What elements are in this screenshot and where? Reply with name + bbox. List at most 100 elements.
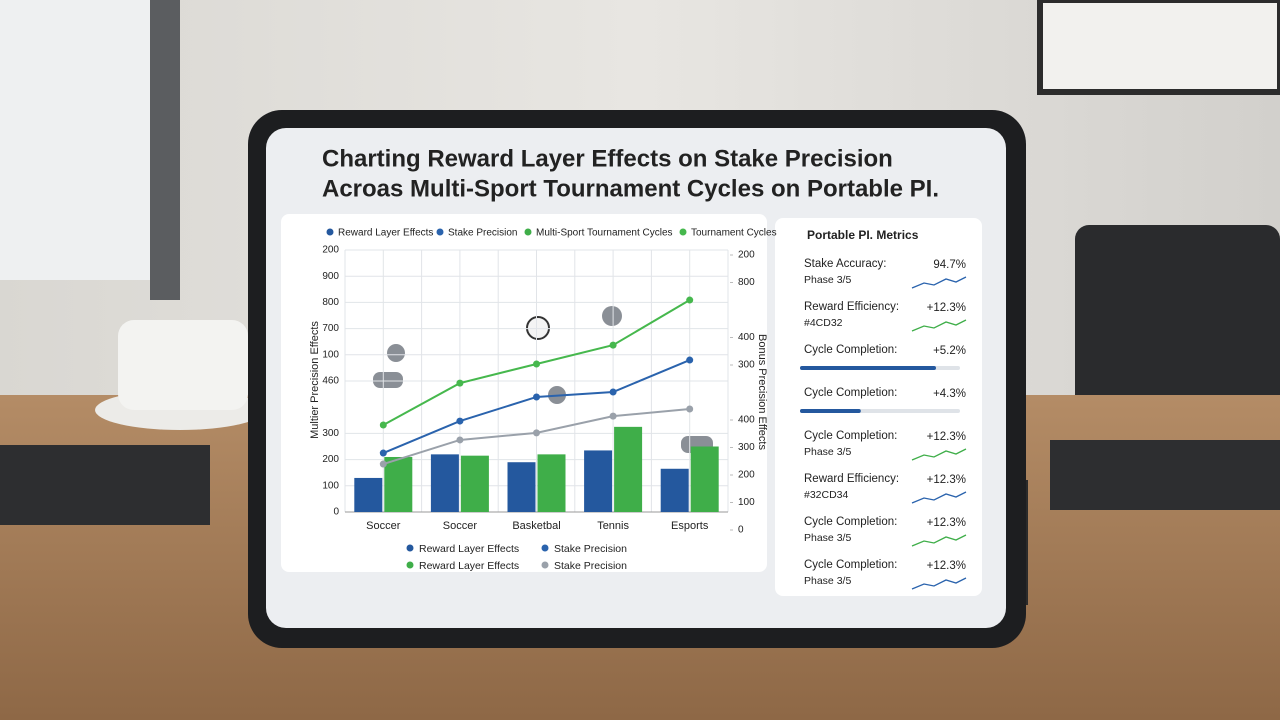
chart-card [281,214,767,572]
metric-label: Cycle Completion: [804,516,897,528]
legend-swatch [406,544,414,552]
point [456,379,464,387]
y-tick-label: 460 [322,376,339,387]
metric-value: +12.3% [927,431,966,443]
y-axis-label: Multier Precision Effects [309,321,321,439]
sparkline [911,534,967,547]
metric-label: Cycle Completion: [804,344,897,356]
point [456,436,464,444]
title-line: Acroas Multi-Sport Tournament Cycles on … [322,175,939,202]
x-tick-label: Esports [671,520,709,532]
title-line: Charting Reward Layer Effects on Stake P… [322,145,893,172]
legend-label: Stake Precision [554,560,627,572]
bar [460,455,489,512]
ball-icon [387,344,405,362]
metrics-title: Portable PI. Metrics [807,228,919,242]
ball-icon [602,306,622,326]
metric-label: Cycle Completion: [804,430,897,442]
metric-value: +5.2% [933,345,966,357]
metrics-card [775,218,982,596]
controller-icon [373,372,403,388]
y-tick-label: 800 [322,297,339,308]
soccer-icon [526,316,550,340]
y-tick-label: 100 [322,349,339,360]
bar [690,446,719,512]
metric-value: +12.3% [927,302,966,314]
picture-frame [1037,0,1280,95]
y-tick-label: 900 [322,271,339,282]
window [0,0,170,280]
legend-swatch [436,228,444,236]
bar [507,462,536,512]
bar [660,468,689,512]
legend-label: Reward Layer Effects [419,543,519,555]
legend-label: Reward Layer Effects [419,560,519,572]
notebook-left [0,445,210,525]
point [533,360,540,368]
metric-value: +4.3% [933,388,966,400]
notebook-right [1050,440,1280,510]
sparkline [911,577,967,590]
chair [1075,225,1280,415]
bar [614,426,643,512]
legend-swatch [541,544,549,552]
y-tick-label: 200 [322,245,339,256]
sparkline [911,319,967,332]
bar [537,454,566,512]
legend-swatch [406,561,414,569]
progress-fill [800,366,936,370]
metric-sub: Phase 3/5 [804,446,851,458]
metric-value: 94.7% [933,259,966,271]
y2-tick-label: 300 [738,360,755,371]
legend-label: Reward Layer Effects [338,228,433,239]
y-tick-label: 300 [322,428,339,439]
progress-fill [800,409,861,413]
metric-sub: Phase 3/5 [804,575,851,587]
metric-value: +12.3% [927,474,966,486]
bar [430,454,459,512]
point [609,388,617,396]
point [456,417,464,425]
metric-label: Stake Accuracy: [804,258,886,270]
point [379,449,387,457]
legend-label: Stake Precision [448,228,517,239]
metric-sub: #4CD32 [804,317,843,329]
legend-swatch [679,228,687,236]
y-tick-label: 0 [333,507,339,518]
point [686,296,694,304]
x-tick-label: Basketbal [512,520,560,532]
point [533,393,540,401]
metric-sub: #32CD34 [804,489,849,501]
point [379,460,387,468]
x-tick-label: Soccer [443,520,478,532]
legend-swatch [326,228,334,236]
metric-label: Reward Efficiency: [804,473,899,485]
metric-value: +12.3% [927,517,966,529]
bar [354,477,383,512]
window-frame [150,0,180,300]
legend-label: Stake Precision [554,543,627,555]
metric-label: Cycle Completion: [804,559,897,571]
y2-tick-label: 400 [738,332,755,343]
bar [584,450,613,512]
point [609,412,617,420]
point [686,405,694,413]
bar [384,456,413,512]
x-tick-label: Tennis [597,520,629,532]
metric-value: +12.3% [927,560,966,572]
sparkline [911,491,967,504]
y2-tick-label: 200 [738,470,755,481]
y2-tick-label: 400 [738,415,755,426]
point [379,421,387,429]
y-tick-label: 700 [322,323,339,334]
y2-tick-label: 0 [738,525,744,536]
point [609,341,617,349]
legend-label: Multi-Sport Tournament Cycles [536,228,673,239]
metric-label: Cycle Completion: [804,387,897,399]
point [686,356,694,364]
y2-tick-label: 100 [738,497,755,508]
y2-axis-label: Bonus Precision Effects [756,334,768,450]
point [533,429,540,437]
